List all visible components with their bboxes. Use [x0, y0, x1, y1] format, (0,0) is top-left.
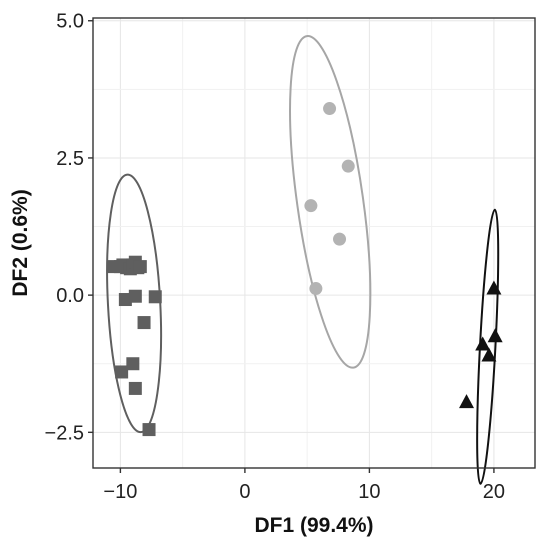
y-tick-label: 2.5	[56, 148, 84, 170]
x-tick-label: 10	[358, 481, 380, 503]
series-2-point	[323, 102, 337, 116]
data-points	[107, 102, 503, 437]
series-1-point	[118, 293, 132, 307]
y-tick-label: 0.0	[56, 285, 84, 307]
series-3-point	[487, 328, 503, 343]
series-2-point	[333, 232, 347, 246]
y-tick-label: −2.5	[45, 422, 84, 444]
series-1-point	[115, 365, 129, 379]
series-1-point	[142, 423, 156, 437]
series-3-point	[459, 394, 475, 409]
plot-frame	[92, 17, 536, 469]
confidence-ellipses	[106, 35, 500, 485]
series-1-point	[128, 381, 142, 395]
series-3-point	[475, 336, 491, 351]
series-1-point	[126, 357, 140, 371]
series-2-point	[304, 199, 318, 213]
series-3-point	[486, 280, 502, 295]
series-1-point	[128, 289, 142, 303]
x-tick-label: 20	[483, 481, 505, 503]
grid	[93, 18, 535, 468]
x-axis-title: DF1 (99.4%)	[254, 514, 373, 537]
series-1-point	[133, 260, 147, 274]
series-3-point	[481, 347, 497, 362]
series-2-point	[309, 282, 323, 296]
series-2-ellipse	[289, 35, 372, 369]
axis-ticks: −10 0 10 20 −2.5 0.0 2.5 5.0	[45, 11, 506, 503]
y-tick-label: 5.0	[56, 11, 84, 33]
x-tick-label: −10	[103, 481, 137, 503]
x-tick-label: 0	[239, 481, 250, 503]
y-axis-title: DF2 (0.6%)	[9, 189, 32, 296]
series-1-point	[148, 290, 162, 304]
series-2-point	[341, 159, 355, 173]
series-1-point	[137, 316, 151, 330]
